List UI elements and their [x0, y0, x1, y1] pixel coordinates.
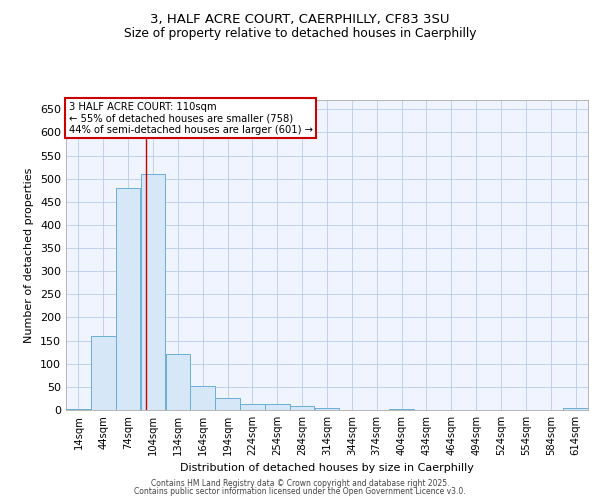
Bar	[314, 408, 340, 410]
Y-axis label: Number of detached properties: Number of detached properties	[25, 168, 34, 342]
Bar	[215, 398, 240, 410]
Bar	[166, 354, 190, 410]
Bar	[389, 408, 414, 410]
X-axis label: Distribution of detached houses by size in Caerphilly: Distribution of detached houses by size …	[180, 464, 474, 473]
Bar	[190, 386, 215, 410]
Bar	[563, 408, 588, 410]
Text: 3, HALF ACRE COURT, CAERPHILLY, CF83 3SU: 3, HALF ACRE COURT, CAERPHILLY, CF83 3SU	[150, 12, 450, 26]
Bar	[66, 408, 91, 410]
Bar	[91, 336, 116, 410]
Text: Size of property relative to detached houses in Caerphilly: Size of property relative to detached ho…	[124, 28, 476, 40]
Text: Contains public sector information licensed under the Open Government Licence v3: Contains public sector information licen…	[134, 487, 466, 496]
Text: Contains HM Land Registry data © Crown copyright and database right 2025.: Contains HM Land Registry data © Crown c…	[151, 478, 449, 488]
Bar	[290, 406, 314, 410]
Bar	[140, 174, 166, 410]
Bar	[265, 404, 290, 410]
Text: 3 HALF ACRE COURT: 110sqm
← 55% of detached houses are smaller (758)
44% of semi: 3 HALF ACRE COURT: 110sqm ← 55% of detac…	[68, 102, 313, 134]
Bar	[116, 188, 140, 410]
Bar	[240, 404, 265, 410]
